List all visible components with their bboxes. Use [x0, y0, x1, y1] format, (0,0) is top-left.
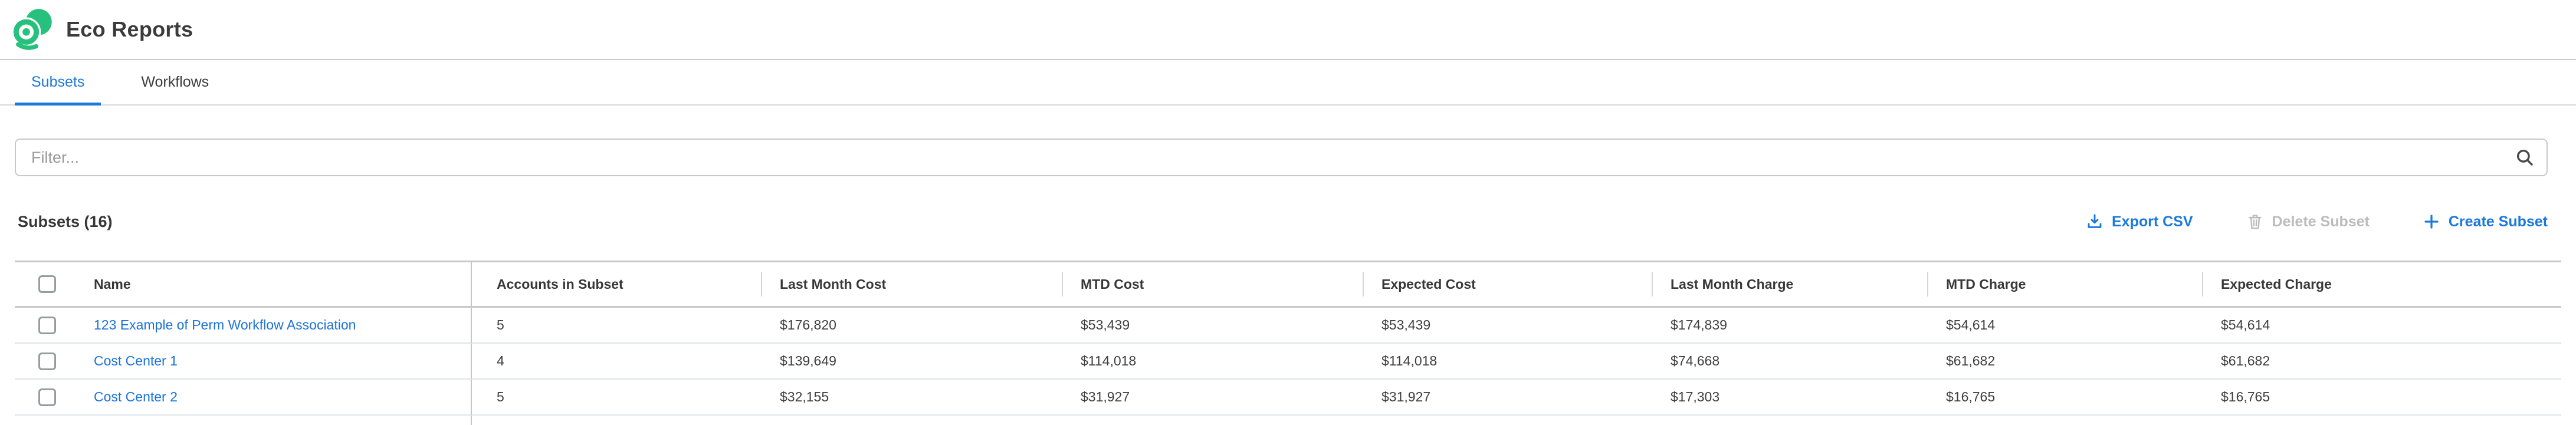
search-icon[interactable] [2515, 147, 2535, 167]
cell-mtd-cost: $53,439 [1062, 308, 1363, 344]
cell-expected-cost: $31,927 [1363, 380, 1652, 416]
select-all-checkbox[interactable] [38, 275, 56, 293]
subset-link[interactable]: Cost Center 1 [94, 353, 178, 368]
cell-mtd-cost: $31,927 [1062, 380, 1363, 416]
cell-last-month-cost: $139,649 [761, 344, 1062, 380]
column-header-expected-charge: Expected Charge [2202, 261, 2561, 308]
tab-bar: Subsets Workflows [0, 60, 2576, 106]
create-subset-label: Create Subset [2448, 213, 2548, 230]
table-row: 123 Example of Perm Workflow Association… [15, 308, 2561, 344]
subset-link[interactable]: Cost Center 2 [94, 389, 178, 404]
table-row: Cost Center 1 4 $139,649 $114,018 $114,0… [15, 344, 2561, 380]
cell-last-month-charge: $174,839 [1652, 308, 1927, 344]
cell-mtd-cost: $114,018 [1062, 344, 1363, 380]
section-header: Subsets (16) Export CSV [18, 208, 2548, 235]
export-csv-label: Export CSV [2112, 213, 2193, 230]
row-checkbox-cell [15, 380, 80, 416]
cell-expected-charge: $16,765 [2202, 380, 2561, 416]
page-title: Eco Reports [66, 17, 193, 41]
column-header-mtd-charge: MTD Charge [1927, 261, 2202, 308]
section-title: Subsets (16) [18, 212, 113, 230]
column-header-mtd-cost: MTD Cost [1062, 261, 1363, 308]
cell-last-month-charge: $17,303 [1652, 380, 1927, 416]
cell-expected-charge: $61,682 [2202, 344, 2561, 380]
create-subset-button[interactable]: Create Subset [2423, 213, 2548, 230]
column-header-last-month-charge: Last Month Charge [1652, 261, 1927, 308]
column-header-last-month-cost: Last Month Cost [761, 261, 1062, 308]
table-row-cutoff [15, 416, 2561, 425]
cell-accounts: 5 [471, 308, 761, 344]
cell-expected-charge: $54,614 [2202, 308, 2561, 344]
action-buttons: Export CSV Delete Subset Cr [2086, 213, 2548, 230]
subset-link[interactable]: 123 Example of Perm Workflow Association [94, 317, 356, 332]
cell-accounts: 5 [471, 380, 761, 416]
row-checkbox[interactable] [38, 316, 56, 334]
cell-expected-cost: $114,018 [1363, 344, 1652, 380]
plus-icon [2423, 213, 2440, 230]
cell-mtd-charge: $61,682 [1927, 344, 2202, 380]
cell-mtd-charge: $54,614 [1927, 308, 2202, 344]
row-checkbox[interactable] [38, 388, 56, 406]
tab-subsets-label: Subsets [31, 74, 85, 90]
cell-expected-cost: $53,439 [1363, 308, 1652, 344]
column-header-expected-cost: Expected Cost [1363, 261, 1652, 308]
trash-icon [2246, 213, 2264, 230]
tab-workflows-label: Workflows [141, 74, 209, 90]
cell-mtd-charge: $16,765 [1927, 380, 2202, 416]
row-checkbox[interactable] [38, 352, 56, 370]
filter-bar [15, 139, 2548, 176]
table-header-row: Name Accounts in Subset Last Month Cost … [15, 261, 2561, 308]
tab-workflows[interactable]: Workflows [124, 60, 225, 104]
row-checkbox-cell [15, 344, 80, 380]
cell-last-month-charge: $74,668 [1652, 344, 1927, 380]
tab-subsets[interactable]: Subsets [15, 60, 101, 106]
delete-subset-label: Delete Subset [2272, 213, 2370, 230]
cell-last-month-cost: $176,820 [761, 308, 1062, 344]
column-header-name: Name [80, 261, 471, 308]
filter-input[interactable] [31, 148, 2515, 167]
brand-logo-icon [9, 9, 54, 50]
app-header: Eco Reports [0, 0, 2576, 60]
delete-subset-button[interactable]: Delete Subset [2246, 213, 2370, 230]
export-csv-button[interactable]: Export CSV [2086, 213, 2193, 230]
download-icon [2086, 213, 2104, 230]
cell-last-month-cost: $32,155 [761, 380, 1062, 416]
select-all-cell [15, 261, 80, 308]
table-row: Cost Center 2 5 $32,155 $31,927 $31,927 … [15, 380, 2561, 416]
cell-accounts: 4 [471, 344, 761, 380]
row-checkbox-cell [15, 308, 80, 344]
subsets-table: Name Accounts in Subset Last Month Cost … [15, 261, 2561, 425]
column-header-accounts-in-subset: Accounts in Subset [471, 261, 761, 308]
